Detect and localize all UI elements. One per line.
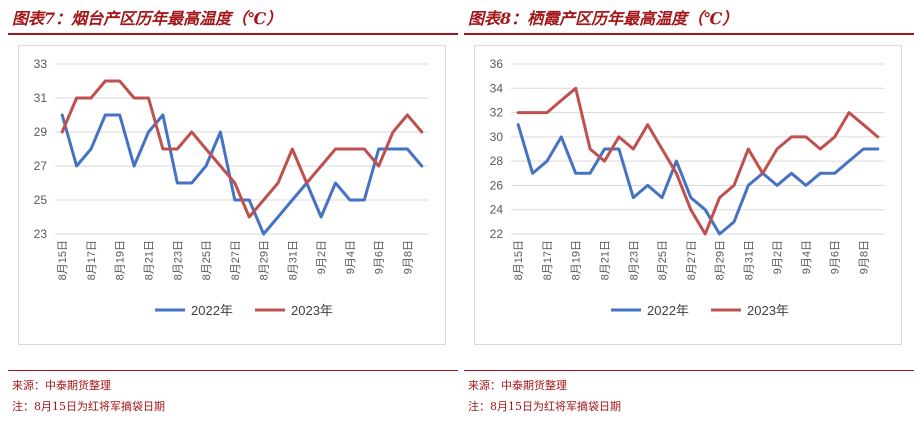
- x-tick-label: 8月17日: [86, 240, 98, 280]
- y-tick-label: 34: [490, 81, 504, 95]
- chart-frame: 22 24 26 28 30 32 34 36 8月15日 8月17日 8月19日 8月21日 8月23…: [474, 45, 902, 345]
- x-tick-label: 8月17日: [542, 240, 554, 280]
- y-tick-label: 30: [490, 130, 504, 144]
- x-tick-label: 8月21日: [600, 240, 612, 280]
- x-tick-label: 9月6日: [830, 240, 842, 274]
- x-tick-label: 8月27日: [230, 240, 242, 280]
- x-tick-label: 8月23日: [172, 240, 184, 280]
- footer-divider: [8, 370, 458, 371]
- title-divider: [464, 33, 914, 35]
- y-tick-label: 33: [34, 57, 48, 71]
- x-tick-label: 8月31日: [287, 240, 299, 280]
- line-chart-qixia: 22 24 26 28 30 32 34 36 8月15日 8月17日 8月19日 8月21日 8月23…: [490, 57, 885, 318]
- legend-label: 2023年: [747, 303, 789, 318]
- x-tick-label: 9月2日: [316, 240, 328, 274]
- x-tick-label: 9月6日: [374, 240, 386, 274]
- x-tick-label: 8月25日: [657, 240, 669, 280]
- x-tick-label: 9月4日: [801, 240, 813, 274]
- footnote: 注：8月15日为红将军摘袋日期: [468, 400, 621, 413]
- footnote: 注：8月15日为红将军摘袋日期: [12, 400, 165, 413]
- footer-divider: [464, 370, 914, 371]
- y-tick-label: 25: [34, 193, 48, 207]
- series-line-2022: [516, 123, 880, 236]
- legend-label: 2023年: [291, 303, 333, 318]
- x-tick-label: 9月8日: [858, 240, 870, 274]
- x-tick-label: 8月19日: [571, 240, 583, 280]
- chart-title: 图表8：栖霞产区历年最高温度（℃）: [468, 9, 739, 28]
- x-tick-label: 9月8日: [402, 240, 414, 274]
- legend-label: 2022年: [191, 303, 233, 318]
- x-tick-label: 8月21日: [144, 240, 156, 280]
- source-note: 来源：中泰期货整理: [468, 379, 567, 392]
- y-tick-label: 31: [34, 91, 48, 105]
- x-tick-label: 8月29日: [259, 240, 271, 280]
- x-tick-label: 8月23日: [628, 240, 640, 280]
- x-tick-label: 8月15日: [57, 240, 69, 280]
- x-tick-label: 9月4日: [345, 240, 357, 274]
- x-tick-label: 8月29日: [715, 240, 727, 280]
- y-tick-label: 28: [490, 154, 504, 168]
- y-tick-label: 36: [490, 57, 504, 71]
- x-tick-label: 8月19日: [115, 240, 127, 280]
- chart-panel-qixia: 图表8：栖霞产区历年最高温度（℃） 22 24 26 28 30 32 34 36 8月15日 8…: [464, 0, 914, 421]
- line-chart-yantai: 23 25 27 29 31 33 8月15日 8月17日 8月19日 8月21日 8月23日 8月2…: [34, 57, 429, 318]
- y-tick-label: 32: [490, 106, 504, 120]
- x-tick-label: 8月25日: [201, 240, 213, 280]
- x-tick-label: 9月2日: [772, 240, 784, 274]
- x-tick-label: 8月15日: [513, 240, 525, 280]
- chart-frame: 23 25 27 29 31 33 8月15日 8月17日 8月19日 8月21日 8月23日 8月2…: [18, 45, 446, 345]
- y-tick-label: 24: [490, 203, 504, 217]
- x-tick-label: 8月31日: [743, 240, 755, 280]
- series-line-2023: [60, 79, 424, 219]
- y-tick-label: 22: [490, 227, 504, 241]
- y-tick-label: 29: [34, 125, 48, 139]
- title-divider: [8, 33, 458, 35]
- series-line-2022: [60, 113, 424, 236]
- y-tick-label: 26: [490, 178, 504, 192]
- chart-title: 图表7：烟台产区历年最高温度（℃）: [12, 9, 283, 28]
- y-tick-label: 27: [34, 159, 48, 173]
- series-line-2023: [516, 86, 880, 236]
- chart-panel-yantai: 图表7：烟台产区历年最高温度（℃） 23 25 27 29 31 33 8月15日 8月17日…: [8, 0, 458, 421]
- legend-label: 2022年: [647, 303, 689, 318]
- x-tick-label: 8月27日: [686, 240, 698, 280]
- source-note: 来源：中泰期货整理: [12, 379, 111, 392]
- y-tick-label: 23: [34, 227, 48, 241]
